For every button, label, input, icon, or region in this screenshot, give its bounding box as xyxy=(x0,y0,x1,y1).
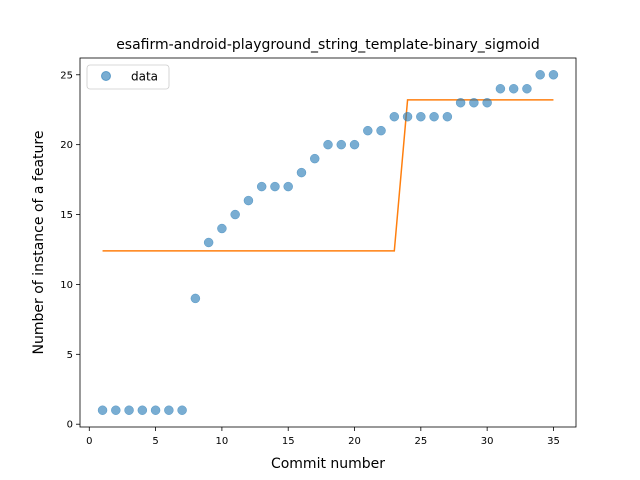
y-axis: 0 5 10 15 20 25 xyxy=(60,70,80,431)
x-axis: 0 5 10 15 20 25 30 35 xyxy=(86,427,560,447)
chart-title: esafirm-android-playground_string_templa… xyxy=(116,37,540,53)
x-tick-label: 35 xyxy=(547,436,560,447)
legend-frame xyxy=(86,64,170,90)
data-point xyxy=(270,181,280,192)
data-point xyxy=(150,405,161,415)
line-layer xyxy=(102,99,554,252)
data-point xyxy=(442,111,453,122)
plot-background xyxy=(80,58,576,427)
x-tick-label: 15 xyxy=(282,436,295,447)
plot-area xyxy=(79,57,577,428)
data-point xyxy=(548,70,559,80)
data-point xyxy=(230,209,240,220)
y-tick-label: 10 xyxy=(60,280,73,291)
data-point xyxy=(283,181,293,192)
data-point xyxy=(309,153,320,164)
data-point xyxy=(111,405,121,415)
data-point xyxy=(455,97,466,108)
x-tick-label: 20 xyxy=(348,436,361,447)
data-point xyxy=(97,405,108,415)
legend-marker xyxy=(101,71,111,81)
data-point xyxy=(429,111,439,122)
x-tick-label: 5 xyxy=(152,436,158,447)
data-point xyxy=(124,405,134,415)
x-tick-label: 30 xyxy=(481,436,494,447)
y-tick-label: 0 xyxy=(67,420,73,431)
data-point xyxy=(296,167,307,178)
data-point xyxy=(323,139,333,150)
fit-line xyxy=(102,99,554,252)
y-tick-label: 5 xyxy=(67,350,73,361)
x-tick-label: 0 xyxy=(86,436,92,447)
data-point xyxy=(336,139,347,150)
data-point xyxy=(508,84,519,94)
data-point xyxy=(349,139,360,150)
x-tick-label: 10 xyxy=(216,436,229,447)
plot-frame xyxy=(79,57,577,428)
data-point xyxy=(416,111,426,122)
y-tick-label: 25 xyxy=(60,70,73,81)
data-point xyxy=(177,405,187,415)
data-point xyxy=(363,125,373,136)
data-point xyxy=(376,125,386,136)
x-tick-label: 25 xyxy=(414,436,427,447)
data-point xyxy=(522,84,532,94)
x-axis-title: Commit number xyxy=(271,456,385,472)
data-point xyxy=(203,237,214,248)
data-point xyxy=(495,84,506,94)
legend: data xyxy=(86,64,170,90)
point-layer xyxy=(97,70,559,415)
legend-label: data xyxy=(131,70,158,84)
data-point xyxy=(389,111,400,122)
data-point xyxy=(137,405,148,415)
y-tick-label: 15 xyxy=(60,210,73,221)
data-point xyxy=(256,181,267,192)
data-point xyxy=(217,223,227,234)
data-point xyxy=(469,97,479,108)
data-point xyxy=(243,195,254,206)
data-point xyxy=(190,293,201,304)
data-point xyxy=(482,97,492,108)
y-tick-label: 20 xyxy=(60,140,73,151)
y-axis-title: Number of instance of a feature xyxy=(31,131,47,355)
data-point xyxy=(535,70,545,80)
data-point xyxy=(402,111,413,122)
data-point xyxy=(164,405,174,415)
